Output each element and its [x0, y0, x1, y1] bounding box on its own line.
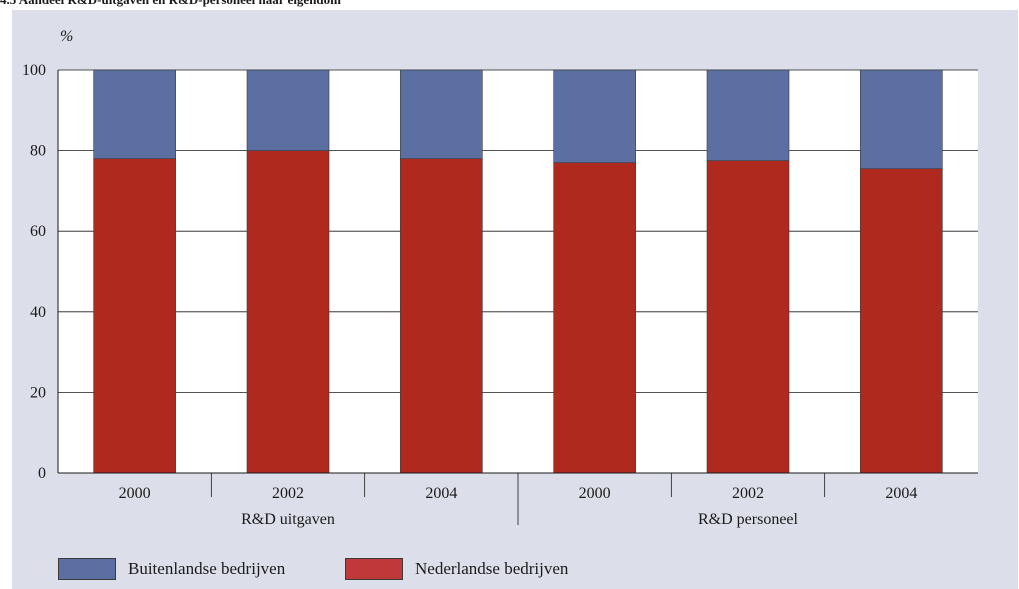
legend-item-buitenlandse: Buitenlandse bedrijven [58, 558, 285, 580]
chart-title: 4.5 Aandeel R&D-uitgaven en R&D-personee… [0, 0, 341, 8]
x-tick-label: 2002 [272, 485, 304, 502]
bar-nederlandse [706, 160, 790, 474]
y-tick-label: 60 [30, 223, 46, 240]
x-tick-label: 2004 [885, 485, 917, 502]
chart-panel: % 0 20 40 60 80 100 2000 2002 2004 2000 2002 2004 … [12, 10, 1018, 589]
bar-buitenlandse [553, 69, 636, 163]
y-tick-label: 20 [30, 384, 46, 401]
bar-buitenlandse [860, 69, 943, 170]
x-tick-label: 2000 [119, 485, 151, 502]
y-tick-label: 80 [30, 143, 46, 160]
bar-buitenlandse [706, 69, 790, 161]
group-label: R&D personeel [698, 511, 799, 528]
y-tick-label: 40 [30, 304, 46, 321]
bar-nederlandse [860, 168, 943, 474]
x-tick-label: 2000 [579, 485, 611, 502]
bar-nederlandse [246, 150, 330, 474]
legend-label-nederlandse: Nederlandse bedrijven [415, 559, 569, 578]
legend-label-buitenlandse: Buitenlandse bedrijven [128, 559, 286, 578]
legend-swatch-buitenlandse [58, 558, 116, 580]
bar-nederlandse [93, 158, 176, 474]
group-label: R&D uitgaven [241, 511, 335, 528]
bar-buitenlandse [400, 69, 483, 159]
y-tick-label: 100 [22, 62, 46, 79]
bar-buitenlandse [246, 69, 330, 151]
x-tick-label: 2004 [425, 485, 457, 502]
bar-buitenlandse [93, 69, 176, 159]
y-tick-label: 0 [38, 465, 46, 482]
plot-area [58, 70, 978, 473]
legend-swatch-nederlandse [345, 558, 403, 580]
legend-item-nederlandse: Nederlandse bedrijven [345, 558, 568, 580]
x-tick-label: 2002 [732, 485, 764, 502]
bar-nederlandse [400, 158, 483, 474]
bar-nederlandse [553, 162, 636, 474]
y-axis-unit-label: % [60, 28, 73, 45]
